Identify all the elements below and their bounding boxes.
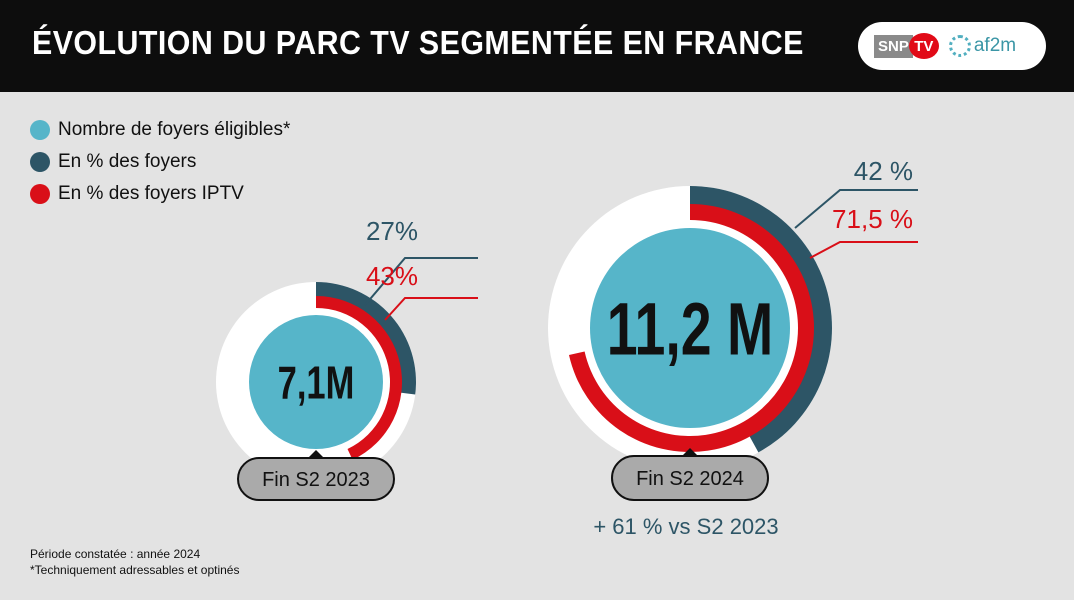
legend-label: En % des foyers (58, 151, 197, 172)
page-title: ÉVOLUTION DU PARC TV SEGMENTÉE EN FRANCE (32, 24, 804, 61)
pointer-icon (682, 448, 698, 456)
partner-logos: SNP TV af2m (858, 22, 1046, 70)
iptv-pct-label: 71,5 % (832, 204, 913, 234)
period-pill (611, 455, 769, 501)
households-value: 11,2 M (607, 288, 774, 371)
households-pct-label: 42 % (854, 156, 913, 186)
snptv-logo: SNP TV (874, 33, 939, 59)
footnote-definition: *Techniquement adressables et optinés (30, 563, 240, 577)
footnotes: Période constatée : année 2024 *Techniqu… (30, 546, 239, 578)
header: ÉVOLUTION DU PARC TV SEGMENTÉE EN FRANCE… (0, 0, 1074, 92)
households-disk (249, 315, 383, 449)
legend-dot-icon (30, 184, 50, 204)
legend-item: Nombre de foyers éligibles* (30, 114, 290, 146)
legend-dot-icon (30, 120, 50, 140)
iptv-pct-label: 43% (366, 261, 418, 291)
leader-line (364, 257, 478, 306)
period-label: Fin S2 2023 (262, 469, 370, 491)
households-pct-label: 27% (366, 216, 418, 246)
legend-label: Nombre de foyers éligibles* (58, 119, 291, 140)
iptv-pct-arc (316, 296, 402, 460)
leader-line (809, 241, 918, 259)
legend-item: En % des foyers IPTV (30, 178, 290, 210)
legend: Nombre de foyers éligibles* En % des foy… (30, 114, 290, 210)
growth-annotation: + 61 % vs S2 2023 (593, 514, 778, 539)
leader-line (794, 189, 918, 229)
leader-line (384, 297, 478, 321)
legend-dot-icon (30, 152, 50, 172)
af2m-logo: af2m (948, 35, 1016, 57)
households-disk (590, 228, 790, 428)
pointer-icon (308, 450, 324, 458)
footnote-period: Période constatée : année 2024 (30, 547, 201, 561)
households-value: 7,1M (278, 357, 355, 409)
legend-item: En % des foyers (30, 146, 290, 178)
period-pill (237, 457, 395, 501)
period-label: Fin S2 2024 (636, 468, 744, 490)
legend-label: En % des foyers IPTV (58, 183, 244, 204)
